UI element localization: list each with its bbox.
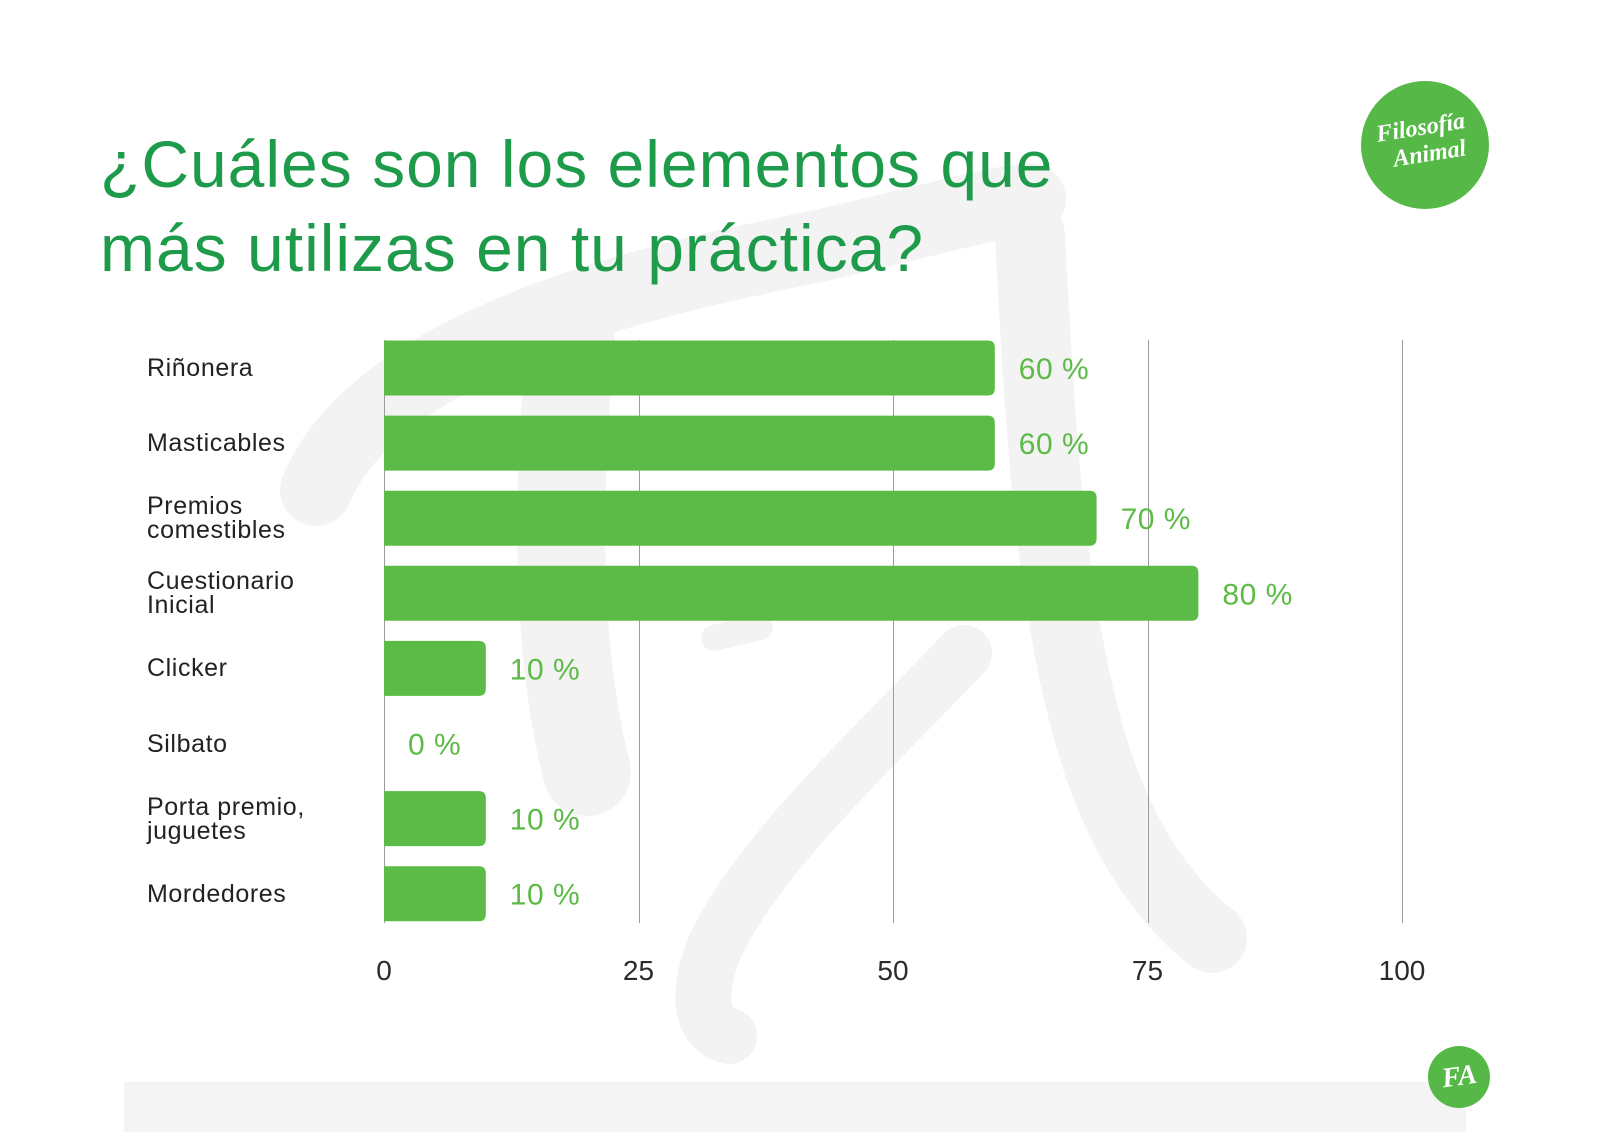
bar <box>384 490 1097 546</box>
category-label: Masticables <box>147 429 286 458</box>
data-label: 60 % <box>1019 428 1089 461</box>
data-label: 60 % <box>1019 353 1089 386</box>
x-tick-label: 75 <box>1132 955 1163 986</box>
watermark-stroke <box>701 614 773 651</box>
x-tick-label: 50 <box>877 955 908 986</box>
bars <box>384 340 1199 922</box>
category-label: Riñonera <box>147 354 254 382</box>
category-label: Mordedores <box>147 879 287 908</box>
data-label: 10 % <box>510 804 580 837</box>
bar <box>384 866 486 922</box>
data-label: 80 % <box>1222 578 1292 611</box>
watermark-stroke <box>675 625 992 1064</box>
data-label: 70 % <box>1121 503 1191 536</box>
data-label: 10 % <box>510 653 580 686</box>
data-label: 0 % <box>408 729 461 762</box>
bar <box>384 791 486 847</box>
x-axis-tick-labels: 0 25 50 75 100 <box>376 955 1425 986</box>
watermark-stroke <box>995 200 1247 973</box>
x-tick-label: 25 <box>623 955 654 986</box>
bar <box>384 340 995 396</box>
x-tick-label: 100 <box>1379 955 1426 986</box>
bar <box>384 415 995 471</box>
category-label: Clicker <box>147 654 228 683</box>
data-label: 10 % <box>510 879 580 912</box>
footer-band <box>124 1082 1466 1132</box>
footer-logo-text: FA <box>1439 1058 1479 1095</box>
bar <box>384 640 486 696</box>
chart-title: ¿Cuáles son los elementos que más utiliz… <box>100 127 1054 285</box>
fa-monogram-logo: FA <box>1428 1046 1490 1108</box>
data-labels: 60 % 60 % 70 % 80 % 10 % 0 % 10 % 10 % <box>408 353 1292 912</box>
category-label: Cuestionario Inicial <box>147 567 295 620</box>
bar <box>384 565 1199 621</box>
watermark-stroke <box>280 163 1066 526</box>
filosofia-animal-logo: Filosofía Animal <box>1361 81 1489 209</box>
category-label: Premios comestibles <box>147 492 286 545</box>
x-tick-label: 0 <box>376 955 392 986</box>
category-label: Porta premio, juguetes <box>147 792 305 845</box>
category-label: Silbato <box>147 729 228 758</box>
